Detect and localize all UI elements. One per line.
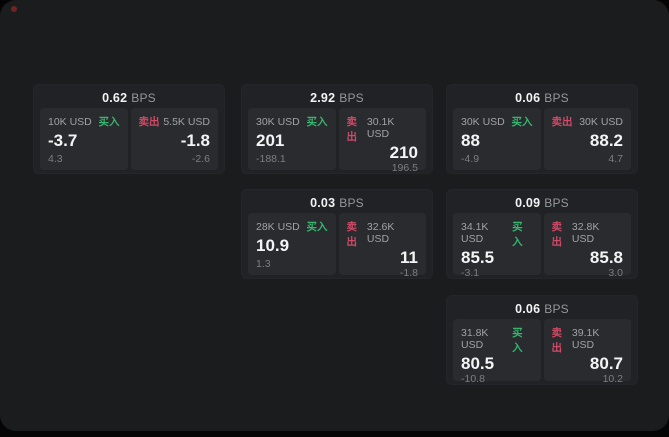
sell-price: 210 <box>389 143 418 162</box>
sell-panel[interactable]: 卖出 32.8K USD 85.8 3.0 <box>543 213 631 279</box>
bps-unit: BPS <box>339 91 364 105</box>
bps-value: 0.06 <box>515 302 541 316</box>
sell-amount: 32.6K USD <box>366 221 395 245</box>
quote-card: 0.03 BPS 28K USD 买入 10.9 1.3 卖出 32.6K USD… <box>241 189 433 279</box>
sell-panel[interactable]: 卖出 30.1K USD 210 196.5 <box>338 108 426 174</box>
sell-price: 80.7 <box>589 354 623 373</box>
buy-panel[interactable]: 30K USD 买入 88 -4.9 <box>453 108 541 170</box>
sell-panel[interactable]: 卖出 32.6K USD 11 -1.8 <box>338 213 426 279</box>
bps-value: 0.09 <box>515 196 541 210</box>
sell-panel[interactable]: 卖出 5.5K USD -1.8 -2.6 <box>130 108 218 170</box>
sell-amount: 5.5K USD <box>163 116 210 128</box>
buy-change: -188.1 <box>256 153 286 165</box>
buy-amount: 28K USD <box>256 221 300 233</box>
buy-price: 10.9 <box>256 236 290 255</box>
buy-amount: 34.1K USD <box>461 221 489 245</box>
sell-price: -1.8 <box>180 131 210 150</box>
sell-change: 3.0 <box>608 267 623 279</box>
buy-label: 买入 <box>306 221 328 233</box>
bps-header: 0.62 BPS <box>40 89 218 107</box>
sell-label: 卖出 <box>138 116 160 128</box>
sell-price: 11 <box>400 248 418 267</box>
buy-change: 4.3 <box>48 153 63 165</box>
status-dot-icon <box>11 6 17 12</box>
sell-panel[interactable]: 卖出 30K USD 88.2 4.7 <box>543 108 631 170</box>
sell-change: -2.6 <box>191 153 210 165</box>
buy-panel[interactable]: 34.1K USD 买入 85.5 -3.1 <box>453 213 541 279</box>
sell-amount: 39.1K USD <box>571 327 600 351</box>
buy-price: 201 <box>256 131 285 150</box>
bps-header: 0.06 BPS <box>453 89 631 107</box>
sell-label: 卖出 <box>551 221 563 248</box>
bps-header: 0.06 BPS <box>453 300 631 318</box>
sell-panel[interactable]: 卖出 39.1K USD 80.7 10.2 <box>543 319 631 385</box>
bps-header: 0.03 BPS <box>248 194 426 212</box>
buy-label: 买入 <box>98 116 120 128</box>
buy-panel[interactable]: 28K USD 买入 10.9 1.3 <box>248 213 336 275</box>
bps-value: 2.92 <box>310 91 336 105</box>
buy-amount: 31.8K USD <box>461 327 489 351</box>
sell-change: 4.7 <box>608 153 623 165</box>
buy-price: 88 <box>461 131 480 150</box>
sell-amount: 30K USD <box>579 116 623 128</box>
buy-change: 1.3 <box>256 258 271 270</box>
buy-amount: 10K USD <box>48 116 92 128</box>
buy-change: -3.1 <box>461 267 480 279</box>
sell-change: 196.5 <box>391 162 418 174</box>
buy-price: 85.5 <box>461 248 495 267</box>
bps-unit: BPS <box>131 91 156 105</box>
sell-price: 88.2 <box>589 131 623 150</box>
quote-card: 2.92 BPS 30K USD 买入 201 -188.1 卖出 30.1K U… <box>241 84 433 174</box>
sell-label: 卖出 <box>551 327 563 354</box>
quote-card: 0.62 BPS 10K USD 买入 -3.7 4.3 卖出 5.5K USD … <box>33 84 225 174</box>
bps-header: 2.92 BPS <box>248 89 426 107</box>
buy-price: 80.5 <box>461 354 495 373</box>
bps-header: 0.09 BPS <box>453 194 631 212</box>
buy-price: -3.7 <box>48 131 78 150</box>
sell-label: 卖出 <box>551 116 573 128</box>
buy-amount: 30K USD <box>461 116 505 128</box>
quote-card: 0.06 BPS 30K USD 买入 88 -4.9 卖出 30K USD 88… <box>446 84 638 174</box>
bps-value: 0.62 <box>102 91 128 105</box>
buy-label: 买入 <box>512 327 523 354</box>
buy-change: -4.9 <box>461 153 480 165</box>
buy-label: 买入 <box>306 116 328 128</box>
bps-value: 0.03 <box>310 196 336 210</box>
bps-unit: BPS <box>544 302 569 316</box>
sell-label: 卖出 <box>346 221 358 248</box>
bps-unit: BPS <box>544 91 569 105</box>
buy-label: 买入 <box>511 116 533 128</box>
bps-value: 0.06 <box>515 91 541 105</box>
sell-change: -1.8 <box>399 267 418 279</box>
buy-label: 买入 <box>512 221 523 248</box>
buy-panel[interactable]: 31.8K USD 买入 80.5 -10.8 <box>453 319 541 385</box>
sell-change: 10.2 <box>602 373 623 385</box>
sell-amount: 32.8K USD <box>571 221 600 245</box>
sell-price: 85.8 <box>589 248 623 267</box>
buy-amount: 30K USD <box>256 116 300 128</box>
sell-amount: 30.1K USD <box>366 116 395 140</box>
quote-card: 0.06 BPS 31.8K USD 买入 80.5 -10.8 卖出 39.1K… <box>446 295 638 385</box>
bps-unit: BPS <box>339 196 364 210</box>
buy-panel[interactable]: 10K USD 买入 -3.7 4.3 <box>40 108 128 170</box>
buy-change: -10.8 <box>461 373 485 385</box>
sell-label: 卖出 <box>346 116 358 143</box>
quote-card: 0.09 BPS 34.1K USD 买入 85.5 -3.1 卖出 32.8K … <box>446 189 638 279</box>
buy-panel[interactable]: 30K USD 买入 201 -188.1 <box>248 108 336 170</box>
bps-unit: BPS <box>544 196 569 210</box>
